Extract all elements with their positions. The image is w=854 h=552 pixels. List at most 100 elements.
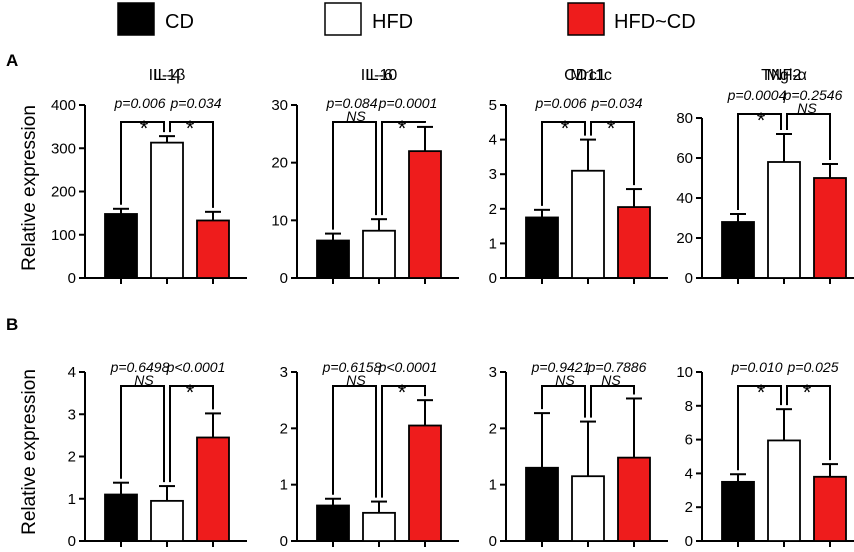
significance-star: * [561, 116, 570, 141]
significance-ns: NS [346, 372, 366, 388]
significance-star: * [607, 116, 616, 141]
y-tick-label: 400 [51, 97, 76, 114]
legend-label-hfd-cd: HFD~CD [614, 11, 696, 33]
p-value-label: p=0.0004 [727, 87, 787, 103]
bar-hfd [362, 511, 396, 542]
chart-8: Mgl2 0 2 4 6 8 10 p=0.010 * p=0.025 * [676, 67, 854, 550]
bar-cd [104, 493, 138, 542]
significance-star: * [398, 116, 407, 141]
significance-bracket [590, 385, 635, 418]
y-tick-label: 4 [685, 465, 693, 482]
significance-ns: NS [555, 372, 575, 388]
bar-hfd [150, 141, 184, 279]
y-tick-label: 60 [676, 150, 693, 167]
bar-cd [525, 466, 559, 542]
y-tick-label: 3 [489, 166, 497, 183]
significance-star: * [398, 380, 407, 405]
significance-bracket [381, 121, 426, 216]
p-value-label: p=0.084 [326, 95, 378, 111]
y-tick-label: 2 [280, 420, 288, 437]
y-tick-label: 0 [685, 270, 693, 287]
p-value-label: p=0.7886 [587, 359, 647, 375]
legend-swatch-hfd-cd [567, 2, 605, 36]
p-value-label: p=0.006 [114, 95, 166, 111]
significance-bracket [381, 385, 426, 498]
significance-bracket [169, 121, 214, 208]
legend-swatch-hfd [324, 2, 362, 36]
y-tick-label: 4 [489, 132, 497, 149]
bar-hfd-cd [617, 206, 651, 279]
y-tick-label: 1 [489, 235, 497, 252]
p-value-label: p=0.6158 [322, 359, 382, 375]
bar-hfd [767, 161, 801, 279]
bar-hfd-cd [196, 219, 230, 279]
y-tick-label: 1 [280, 477, 288, 494]
y-tick-label: 40 [676, 190, 693, 207]
bar-cd [525, 216, 559, 279]
y-tick-label: 2 [685, 499, 693, 516]
significance-ns: NS [601, 372, 621, 388]
significance-star: * [186, 116, 195, 141]
significance-bracket [332, 121, 377, 230]
y-tick-label: 300 [51, 140, 76, 157]
y-tick-label: 0 [280, 533, 288, 550]
y-tick-label: 100 [51, 227, 76, 244]
y-tick-label: 80 [676, 110, 693, 127]
significance-bracket [737, 385, 782, 471]
p-value-label: p<0.0001 [166, 359, 226, 375]
y-tick-label: 3 [489, 364, 497, 381]
significance-bracket [169, 385, 214, 483]
y-tick-label: 0 [68, 533, 76, 550]
chart-3: CD11c 0 1 2 3 4 5 p=0.006 * p=0.034 * [489, 67, 668, 287]
y-tick-label: 3 [68, 406, 76, 423]
significance-ns: NS [797, 100, 817, 116]
legend-label-hfd: HFD [372, 11, 413, 33]
y-tick-label: 0 [68, 270, 76, 287]
significance-bracket [120, 385, 165, 483]
bar-hfd [150, 499, 184, 542]
significance-bracket [737, 113, 782, 210]
bar-hfd-cd [196, 436, 230, 542]
y-axis-label-row-b: Relative expression [19, 369, 40, 535]
bar-hfd [767, 439, 801, 542]
bar-cd [316, 239, 350, 279]
panel-label-a: A [6, 51, 18, 70]
significance-bracket [786, 385, 831, 461]
y-tick-label: 0 [685, 533, 693, 550]
legend-label-cd: CD [165, 11, 194, 33]
chart-title: IL-4 [153, 67, 181, 84]
bar-hfd-cd [408, 150, 442, 279]
bar-cd [721, 480, 755, 542]
y-tick-label: 10 [271, 212, 288, 229]
chart-title: CD11c [564, 67, 612, 84]
bar-hfd-cd [813, 475, 847, 542]
y-tick-label: 0 [489, 270, 497, 287]
legend: CD HFD HFD~CD [117, 2, 696, 36]
chart-title: IL-6 [365, 67, 393, 84]
y-axis-label-row-a: Relative expression [19, 105, 40, 271]
y-tick-label: 4 [68, 364, 76, 381]
significance-bracket [590, 121, 635, 186]
p-value-label: p=0.010 [731, 359, 783, 375]
significance-ns: NS [346, 108, 366, 124]
significance-bracket [541, 385, 586, 418]
y-tick-label: 2 [489, 201, 497, 218]
significance-bracket [541, 121, 586, 206]
y-tick-label: 200 [51, 184, 76, 201]
bar-hfd [362, 229, 396, 279]
chart-1: IL-1β 0 100 200 300 400 p=0.006 * p=0.034 * [51, 67, 247, 287]
p-value-label: p<0.0001 [378, 359, 438, 375]
y-tick-label: 5 [489, 97, 497, 114]
p-value-label: p=0.9421 [531, 359, 591, 375]
significance-bracket [120, 121, 165, 205]
y-tick-label: 6 [685, 432, 693, 449]
y-tick-label: 1 [489, 477, 497, 494]
y-tick-label: 20 [271, 155, 288, 172]
p-value-label: p=0.2546 [783, 87, 843, 103]
